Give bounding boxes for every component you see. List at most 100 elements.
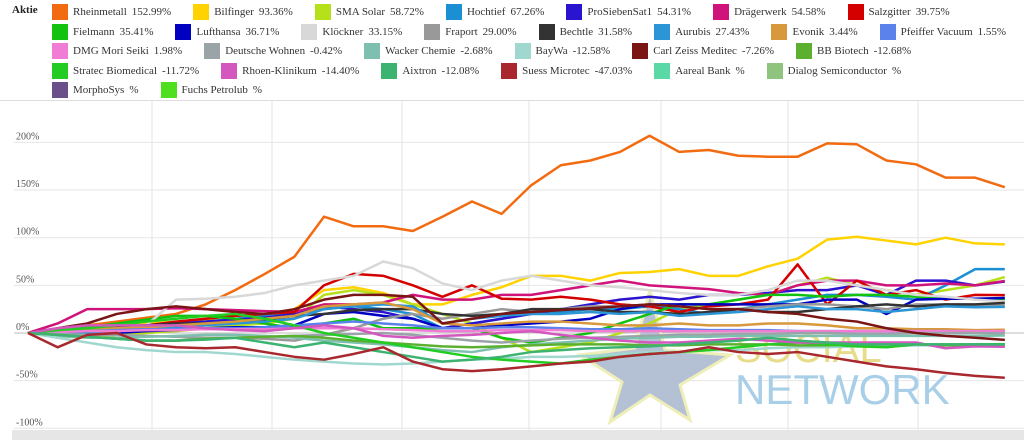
legend-item[interactable]: Rhoen-Klinikum -14.40% xyxy=(221,62,359,79)
legend-value: 152.99% xyxy=(131,6,172,18)
legend-swatch xyxy=(879,23,896,40)
legend-row: DMG Mori Seiki 1.98% Deutsche Wohnen -0.42%… xyxy=(52,42,933,60)
legend-label: SMA Solar xyxy=(335,6,386,18)
y-tick-label: 200% xyxy=(16,131,39,142)
legend-label: Wacker Chemie xyxy=(385,45,456,57)
legend-item[interactable]: Salzgitter 39.75% xyxy=(847,4,950,20)
legend-swatch xyxy=(221,62,238,79)
legend-item[interactable]: Fielmann 35.41% xyxy=(52,23,154,40)
legend-item[interactable]: MorphoSys% xyxy=(52,82,139,98)
series-line-fielmann[interactable] xyxy=(27,293,1005,344)
legend-value: 27.43% xyxy=(715,25,750,38)
series-line-baywa[interactable] xyxy=(27,331,1005,366)
legend-label: Suess Microtec xyxy=(522,64,590,77)
legend-swatch xyxy=(445,4,462,20)
legend-item[interactable]: Dialog Semiconductor% xyxy=(766,62,902,79)
legend-swatch xyxy=(847,4,864,20)
legend-item[interactable]: Pfeiffer Vacuum 1.55% xyxy=(879,23,1006,40)
legend-title: Aktie xyxy=(12,4,38,16)
legend-label: Deutsche Wohnen xyxy=(225,45,306,57)
legend-value: -12.08% xyxy=(441,64,480,77)
legend-value: 35.41% xyxy=(119,25,154,38)
legend-item[interactable]: Stratec Biomedical -11.72% xyxy=(52,62,200,79)
legend-value: 31.58% xyxy=(598,25,633,38)
legend-item[interactable]: Fraport 29.00% xyxy=(424,23,517,40)
series-line-suess-microtec[interactable] xyxy=(27,331,1005,380)
legend-item[interactable]: Bechtle 31.58% xyxy=(538,23,633,40)
legend-item[interactable]: BayWa -12.58% xyxy=(514,43,610,59)
legend-swatch xyxy=(301,23,318,40)
scrollbar[interactable] xyxy=(12,430,1024,440)
legend-item[interactable]: Aixtron -12.08% xyxy=(381,62,480,79)
legend-row: Rheinmetall 152.99% Bilfinger 93.36% SMA Sol… xyxy=(52,3,972,21)
legend-item[interactable]: ProSiebenSat1 54.31% xyxy=(566,4,691,20)
legend-value: -11.72% xyxy=(162,64,200,77)
series-line-stratec-biomedical[interactable] xyxy=(27,312,1005,365)
legend-value: 3.44% xyxy=(829,25,858,38)
legend-value: 54.31% xyxy=(657,6,692,18)
legend-swatch xyxy=(52,82,68,98)
series-line-aixtron[interactable] xyxy=(27,331,1005,363)
legend: Aktie Rheinmetall 152.99% Bilfinger 93.36% S… xyxy=(0,0,1024,100)
legend-value: 58.72% xyxy=(390,6,424,18)
legend-item[interactable]: Carl Zeiss Meditec -7.26% xyxy=(632,43,774,59)
legend-item[interactable]: Aurubis 27.43% xyxy=(654,23,750,40)
legend-item[interactable]: DMG Mori Seiki 1.98% xyxy=(52,43,182,59)
y-tick-label: 150% xyxy=(16,179,39,190)
watermark-star xyxy=(575,289,735,426)
legend-swatch xyxy=(654,62,671,79)
legend-swatch xyxy=(381,62,398,79)
series-line-kl-ckner[interactable] xyxy=(27,260,1005,335)
legend-item[interactable]: Hochtief 67.26% xyxy=(445,4,544,20)
legend-swatch xyxy=(514,43,531,59)
legend-item[interactable]: Wacker Chemie -2.68% xyxy=(364,43,493,59)
legend-value: -47.03% xyxy=(594,64,633,77)
legend-value: 54.58% xyxy=(791,6,826,18)
legend-item[interactable]: Aareal Bank% xyxy=(654,62,745,79)
legend-label: BayWa xyxy=(535,45,568,57)
y-axis: -100% -50% 0% 50% 100% 150% 200% xyxy=(16,131,43,428)
legend-label: BB Biotech xyxy=(816,45,869,57)
series-line-salzgitter[interactable] xyxy=(27,263,1005,335)
legend-label: Evonik xyxy=(792,25,825,38)
legend-value: 1.98% xyxy=(153,45,183,57)
series-line-rheinmetall[interactable] xyxy=(27,134,1006,335)
legend-value: 93.36% xyxy=(258,6,293,18)
legend-item[interactable]: BB Biotech -12.68% xyxy=(795,43,911,59)
legend-label: ProSiebenSat1 xyxy=(587,6,653,18)
legend-label: Bilfinger xyxy=(214,6,254,18)
legend-value: % xyxy=(891,64,902,77)
series-line-evonik[interactable] xyxy=(27,301,1005,335)
legend-item[interactable]: Fuchs Petrolub% xyxy=(160,82,262,98)
series-line-deutsche-wohnen[interactable] xyxy=(27,331,1005,344)
legend-item[interactable]: Klöckner 33.15% xyxy=(301,23,402,40)
y-tick-label: 100% xyxy=(16,227,39,238)
legend-item[interactable]: Rheinmetall 152.99% xyxy=(52,4,171,20)
legend-item[interactable]: Bilfinger 93.36% xyxy=(193,4,293,20)
legend-swatch xyxy=(193,4,210,20)
legend-value: 29.00% xyxy=(482,25,517,38)
legend-item[interactable]: Drägerwerk 54.58% xyxy=(713,4,826,20)
legend-row: MorphoSys% Fuchs Petrolub% xyxy=(52,81,284,99)
series-lines xyxy=(27,134,1006,380)
legend-swatch xyxy=(424,23,441,40)
y-tick-label: -50% xyxy=(16,370,38,381)
legend-swatch xyxy=(771,23,788,40)
legend-item[interactable]: Evonik 3.44% xyxy=(771,23,858,40)
legend-label: Aareal Bank xyxy=(675,64,731,77)
series-line-carl-zeiss-meditec[interactable] xyxy=(27,293,1005,342)
legend-item[interactable]: Suess Microtec -47.03% xyxy=(501,62,633,79)
legend-label: Rheinmetall xyxy=(73,6,127,18)
legend-label: DMG Mori Seiki xyxy=(73,45,149,57)
legend-swatch xyxy=(654,23,671,40)
series-line-dmg-mori-seiki[interactable] xyxy=(27,326,1005,335)
legend-item[interactable]: Deutsche Wohnen -0.42% xyxy=(204,43,342,59)
legend-label: Salzgitter xyxy=(868,6,911,18)
legend-label: Carl Zeiss Meditec xyxy=(653,45,737,57)
legend-value: -7.26% xyxy=(741,45,774,57)
legend-swatch xyxy=(795,43,812,59)
legend-swatch xyxy=(52,62,68,79)
legend-item[interactable]: SMA Solar 58.72% xyxy=(314,4,424,20)
legend-swatch xyxy=(766,62,783,79)
legend-item[interactable]: Lufthansa 36.71% xyxy=(175,23,279,40)
